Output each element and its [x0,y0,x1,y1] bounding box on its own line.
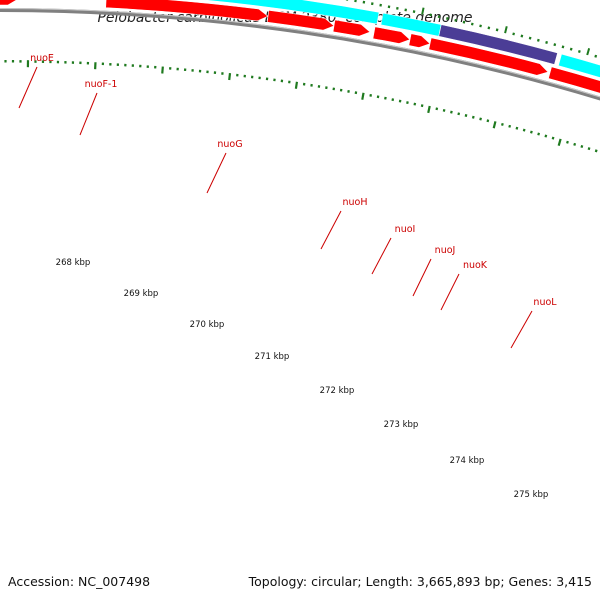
forward-gene-arrow-3 [266,9,335,31]
outer-minor-tick [520,34,524,38]
gene-leader-line [412,258,432,297]
outer-minor-tick [487,26,491,30]
scale-minor-tick [486,119,490,123]
outer-minor-tick [545,40,548,44]
gene-label: nuoE [30,53,54,64]
map-tracks: 268 kbp 269 kbp 270 kbp 271 kbp 272 kbp 273 k… [0,0,600,500]
backbone-ring [0,8,600,101]
scale-major-tick [294,81,299,89]
gene-leader-line [510,310,533,349]
scale-minor-tick [413,102,417,106]
scale-minor-tick [566,140,569,144]
scale-label: 271 kbp [255,352,290,362]
scale-minor-tick [435,107,439,111]
forward-gene-arrow-6 [408,33,431,48]
scale-minor-tick [420,104,424,108]
forward-gene-arrow-8 [548,66,600,94]
outer-minor-tick [528,36,532,40]
scale-label: 269 kbp [124,289,159,299]
outer-minor-tick [569,47,573,51]
gene-label: nuoJ [435,245,456,256]
reverse-gene-block-2 [200,0,380,25]
gene-label: nuoL [533,297,557,308]
accession-text: Accession: NC_007498 [8,574,150,589]
outer-minor-tick [577,49,581,53]
scale-major-tick [427,105,431,114]
forward-gene-arrow-2 [105,0,269,22]
scale-minor-tick [551,136,555,140]
scale-major-tick [557,138,562,146]
scale-minor-tick [522,128,526,132]
genome-summary-text: Topology: circular; Length: 3,665,893 bp… [248,574,592,589]
forward-gene-arrow-5 [372,26,411,44]
scale-major-tick [228,72,232,81]
outer-minor-tick [495,28,499,32]
gene-leader-line [371,237,392,275]
outer-minor-tick [429,13,433,17]
scale-minor-tick [479,117,482,121]
outer-major-tick [504,26,508,34]
scale-minor-tick [530,130,533,134]
scale-label: 273 kbp [384,420,419,430]
scale-minor-tick [508,124,512,128]
scale-minor-tick [573,142,577,146]
scale-minor-tick [457,112,461,116]
scale-minor-tick [464,114,468,117]
outer-minor-tick [470,22,474,26]
scale-major-tick [161,66,164,74]
gene-leader-line [79,92,98,136]
scale-minor-tick [587,147,591,151]
outer-minor-tick [437,15,441,19]
gene-leader-line [18,66,38,109]
gene-leader-line [440,273,460,311]
gene-label: nuoK [463,260,488,271]
outer-minor-tick [561,45,565,49]
outer-minor-tick [536,38,540,42]
scale-minor-tick [544,134,548,138]
scale-minor-tick [450,110,453,114]
backbone-highlight [0,8,600,98]
scale-minor-tick [580,144,584,148]
gene-label: nuoI [395,224,416,235]
scale-label: 270 kbp [190,320,225,330]
scale-minor-tick [442,108,446,112]
scale-minor-tick [406,101,409,105]
outer-minor-tick [462,20,466,24]
scale-major-tick [492,121,497,129]
outer-minor-tick [553,43,557,47]
forward-gene-arrow-4 [332,19,371,37]
outer-minor-tick [594,54,598,58]
scale-label: 274 kbp [450,456,485,466]
gene-label: nuoF-1 [85,79,118,90]
gene-label: nuoH [343,197,368,208]
gene-label: nuoG [217,139,242,150]
outer-minor-tick [512,32,516,36]
outer-major-tick [421,7,425,15]
highlighted-gene-block [438,24,558,65]
outer-minor-tick [479,24,482,28]
scale-label: 272 kbp [320,386,355,396]
scale-label: 275 kbp [514,490,549,500]
outer-minor-tick [454,18,458,22]
scale-minor-tick [471,115,475,119]
scale-minor-tick [515,126,519,130]
scale-minor-tick [501,122,504,126]
forward-gene-arrow-7 [428,37,549,76]
reverse-gene-block-4 [558,53,600,78]
outer-minor-tick [446,17,449,20]
scale-major-tick [361,92,365,100]
forward-gene-arrow-1 [0,0,18,6]
outer-major-tick [586,48,591,56]
gene-leader-line [206,152,227,194]
scale-minor-tick [537,132,541,136]
scale-label: 268 kbp [56,258,91,268]
gene-leader-line [320,210,342,250]
scale-minor-tick [594,149,598,153]
